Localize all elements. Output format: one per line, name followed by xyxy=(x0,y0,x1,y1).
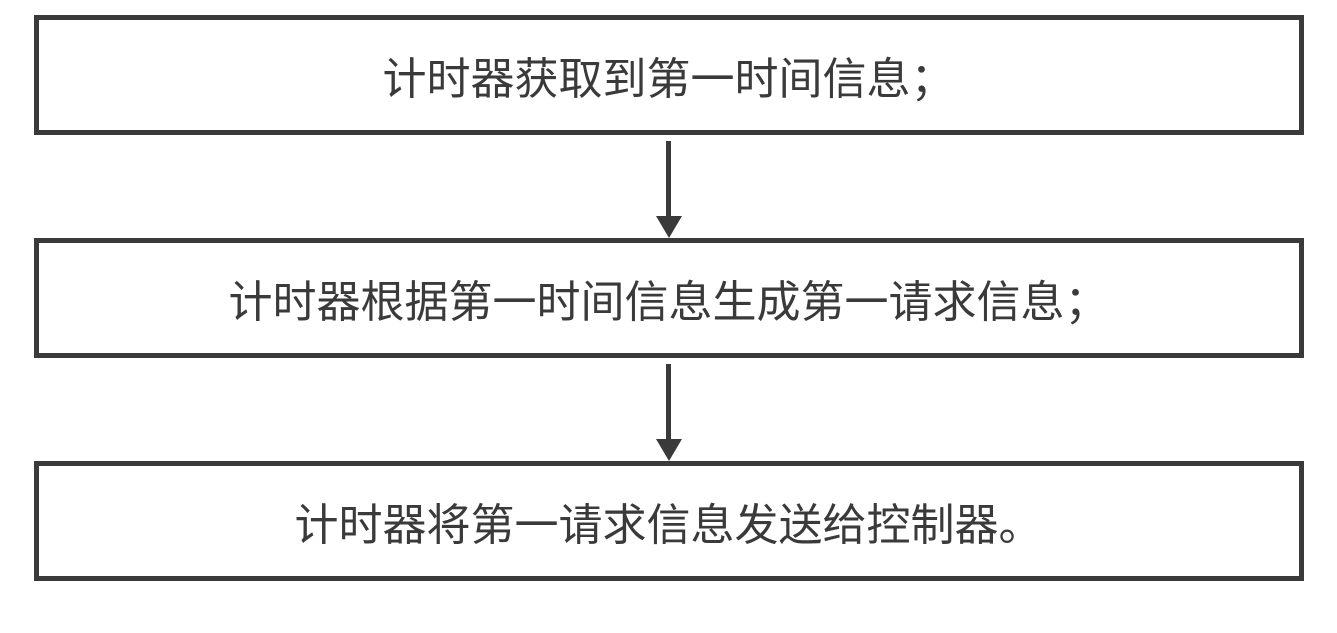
flow-step-1: 计时器获取到第一时间信息； xyxy=(34,15,1304,135)
arrow-head-icon xyxy=(656,439,682,461)
arrow-line-icon xyxy=(666,141,671,216)
flow-arrow-1 xyxy=(656,141,682,238)
flow-step-3: 计时器将第一请求信息发送给控制器。 xyxy=(34,461,1304,581)
flow-step-2: 计时器根据第一时间信息生成第一请求信息； xyxy=(34,238,1304,358)
flow-step-1-label: 计时器获取到第一时间信息； xyxy=(383,43,955,107)
flow-step-2-label: 计时器根据第一时间信息生成第一请求信息； xyxy=(229,266,1109,330)
arrow-head-icon xyxy=(656,216,682,238)
arrow-line-icon xyxy=(666,364,671,439)
flow-step-3-label: 计时器将第一请求信息发送给控制器。 xyxy=(295,489,1043,553)
flow-arrow-2 xyxy=(656,364,682,461)
